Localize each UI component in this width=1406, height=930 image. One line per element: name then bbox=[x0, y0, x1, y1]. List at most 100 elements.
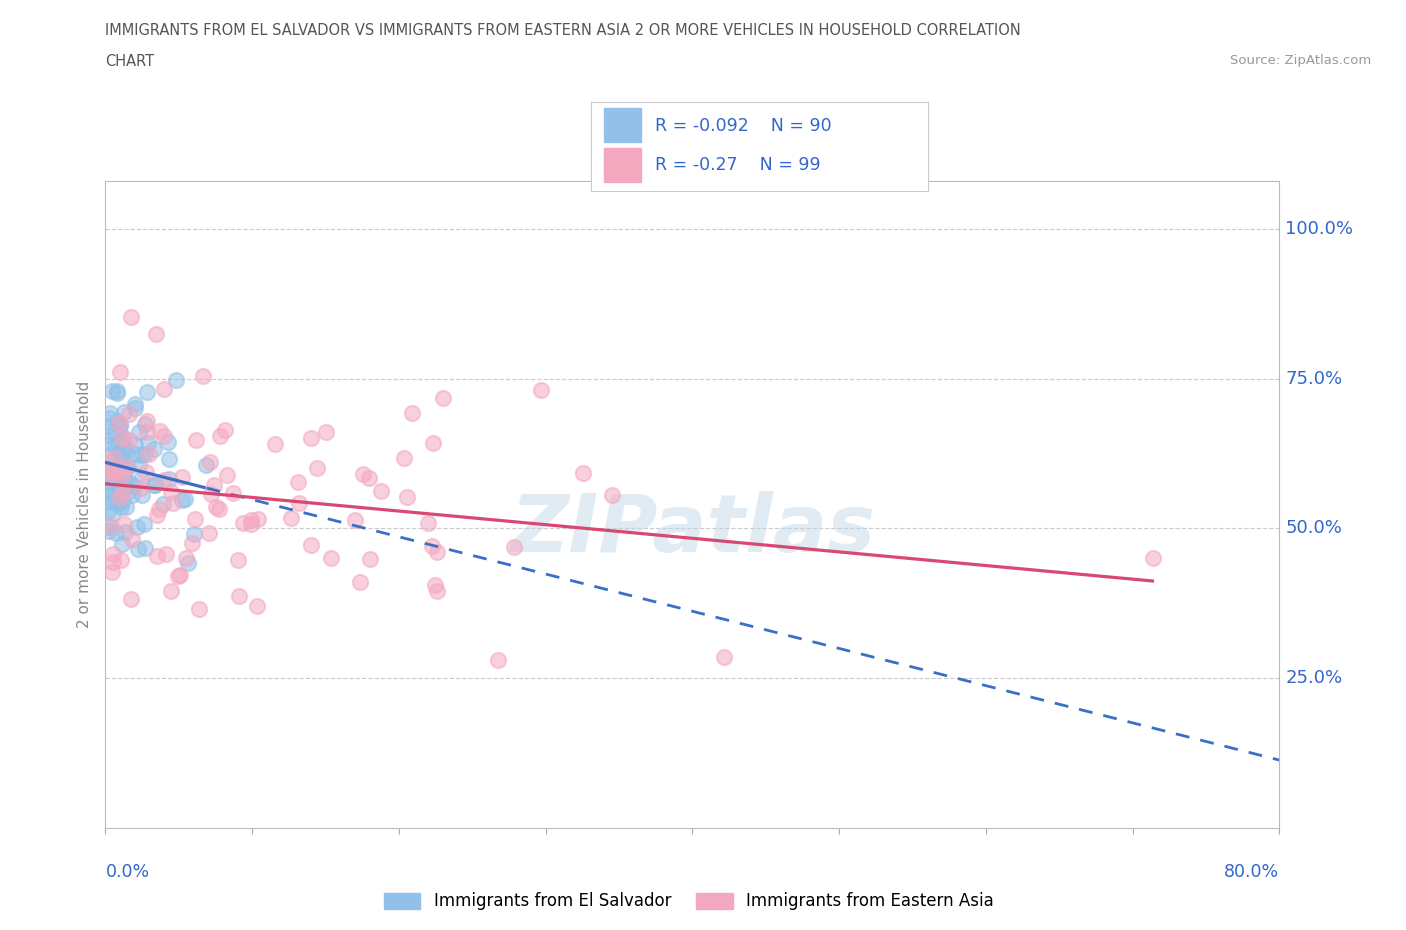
Point bbox=[184, 512, 207, 527]
Point bbox=[108, 482, 131, 497]
Point bbox=[143, 478, 166, 493]
Point bbox=[280, 510, 302, 525]
Point bbox=[166, 568, 188, 583]
Point bbox=[152, 428, 174, 443]
Point bbox=[108, 365, 131, 379]
Point bbox=[305, 460, 328, 475]
Point bbox=[173, 491, 195, 506]
Point bbox=[142, 441, 165, 456]
Point bbox=[96, 483, 118, 498]
Point bbox=[138, 436, 160, 451]
Point bbox=[105, 384, 128, 399]
Point bbox=[107, 495, 129, 510]
Point bbox=[129, 472, 152, 486]
Point bbox=[187, 602, 209, 617]
Point bbox=[121, 532, 143, 547]
Text: CHART: CHART bbox=[105, 54, 155, 69]
Point bbox=[98, 524, 121, 538]
Point bbox=[120, 310, 142, 325]
Point bbox=[112, 469, 135, 484]
Point bbox=[124, 437, 146, 452]
Point bbox=[136, 384, 159, 399]
Point bbox=[111, 495, 134, 510]
Point bbox=[134, 446, 156, 461]
Point bbox=[176, 555, 198, 570]
Point bbox=[98, 405, 121, 420]
Point bbox=[107, 414, 129, 429]
Text: R = -0.092    N = 90: R = -0.092 N = 90 bbox=[655, 116, 831, 135]
Point bbox=[115, 500, 138, 515]
Point bbox=[416, 515, 439, 530]
Point bbox=[149, 424, 172, 439]
Point bbox=[169, 568, 191, 583]
Text: 80.0%: 80.0% bbox=[1225, 863, 1279, 882]
Point bbox=[115, 459, 138, 474]
Point bbox=[111, 430, 134, 445]
Point bbox=[124, 401, 146, 416]
Y-axis label: 2 or more Vehicles in Household: 2 or more Vehicles in Household bbox=[77, 381, 93, 628]
Point bbox=[111, 537, 134, 551]
Point bbox=[96, 455, 118, 470]
Point bbox=[228, 553, 250, 568]
Point bbox=[170, 470, 193, 485]
Point bbox=[103, 464, 125, 479]
Point bbox=[420, 538, 443, 553]
Point bbox=[713, 649, 735, 664]
Text: 100.0%: 100.0% bbox=[1285, 220, 1354, 238]
Point bbox=[111, 447, 134, 462]
Point bbox=[134, 516, 156, 531]
Point bbox=[124, 396, 146, 411]
Point bbox=[108, 447, 131, 462]
Point bbox=[96, 448, 118, 463]
Point bbox=[148, 501, 170, 516]
Point bbox=[359, 551, 381, 566]
Point bbox=[228, 589, 250, 604]
Text: IMMIGRANTS FROM EL SALVADOR VS IMMIGRANTS FROM EASTERN ASIA 2 OR MORE VEHICLES I: IMMIGRANTS FROM EL SALVADOR VS IMMIGRANT… bbox=[105, 23, 1021, 38]
Point bbox=[101, 495, 124, 510]
Point bbox=[107, 472, 129, 486]
Point bbox=[172, 493, 194, 508]
Point bbox=[110, 432, 132, 446]
Point bbox=[96, 419, 118, 434]
Point bbox=[392, 451, 415, 466]
Point bbox=[108, 418, 131, 432]
Text: 25.0%: 25.0% bbox=[1285, 669, 1343, 687]
Point bbox=[101, 547, 124, 562]
Text: 50.0%: 50.0% bbox=[1285, 520, 1343, 538]
Point bbox=[209, 429, 232, 444]
Text: ZIPatlas: ZIPatlas bbox=[510, 491, 875, 569]
Text: Source: ZipAtlas.com: Source: ZipAtlas.com bbox=[1230, 54, 1371, 67]
Point bbox=[111, 468, 134, 483]
Point bbox=[208, 502, 231, 517]
Point bbox=[98, 410, 121, 425]
Point bbox=[529, 382, 551, 397]
Point bbox=[299, 538, 322, 552]
Point bbox=[100, 436, 122, 451]
Point bbox=[198, 455, 221, 470]
Point bbox=[131, 487, 153, 502]
Point bbox=[395, 489, 418, 504]
Point bbox=[103, 476, 125, 491]
Point bbox=[152, 497, 174, 512]
Point bbox=[165, 373, 187, 388]
Point bbox=[128, 458, 150, 472]
Point bbox=[104, 525, 127, 540]
Point bbox=[486, 653, 509, 668]
Point bbox=[426, 544, 449, 559]
Point bbox=[502, 539, 524, 554]
Point bbox=[287, 474, 309, 489]
Point bbox=[246, 512, 269, 526]
Point bbox=[155, 547, 177, 562]
Point bbox=[352, 466, 374, 481]
Point bbox=[195, 458, 218, 472]
Point bbox=[110, 552, 132, 567]
Point bbox=[572, 466, 595, 481]
Point bbox=[114, 439, 136, 454]
Point bbox=[108, 418, 131, 432]
Point bbox=[135, 414, 157, 429]
Point bbox=[118, 484, 141, 498]
Point bbox=[157, 472, 180, 486]
Point bbox=[117, 459, 139, 474]
Point bbox=[183, 526, 205, 541]
Point bbox=[110, 499, 132, 514]
